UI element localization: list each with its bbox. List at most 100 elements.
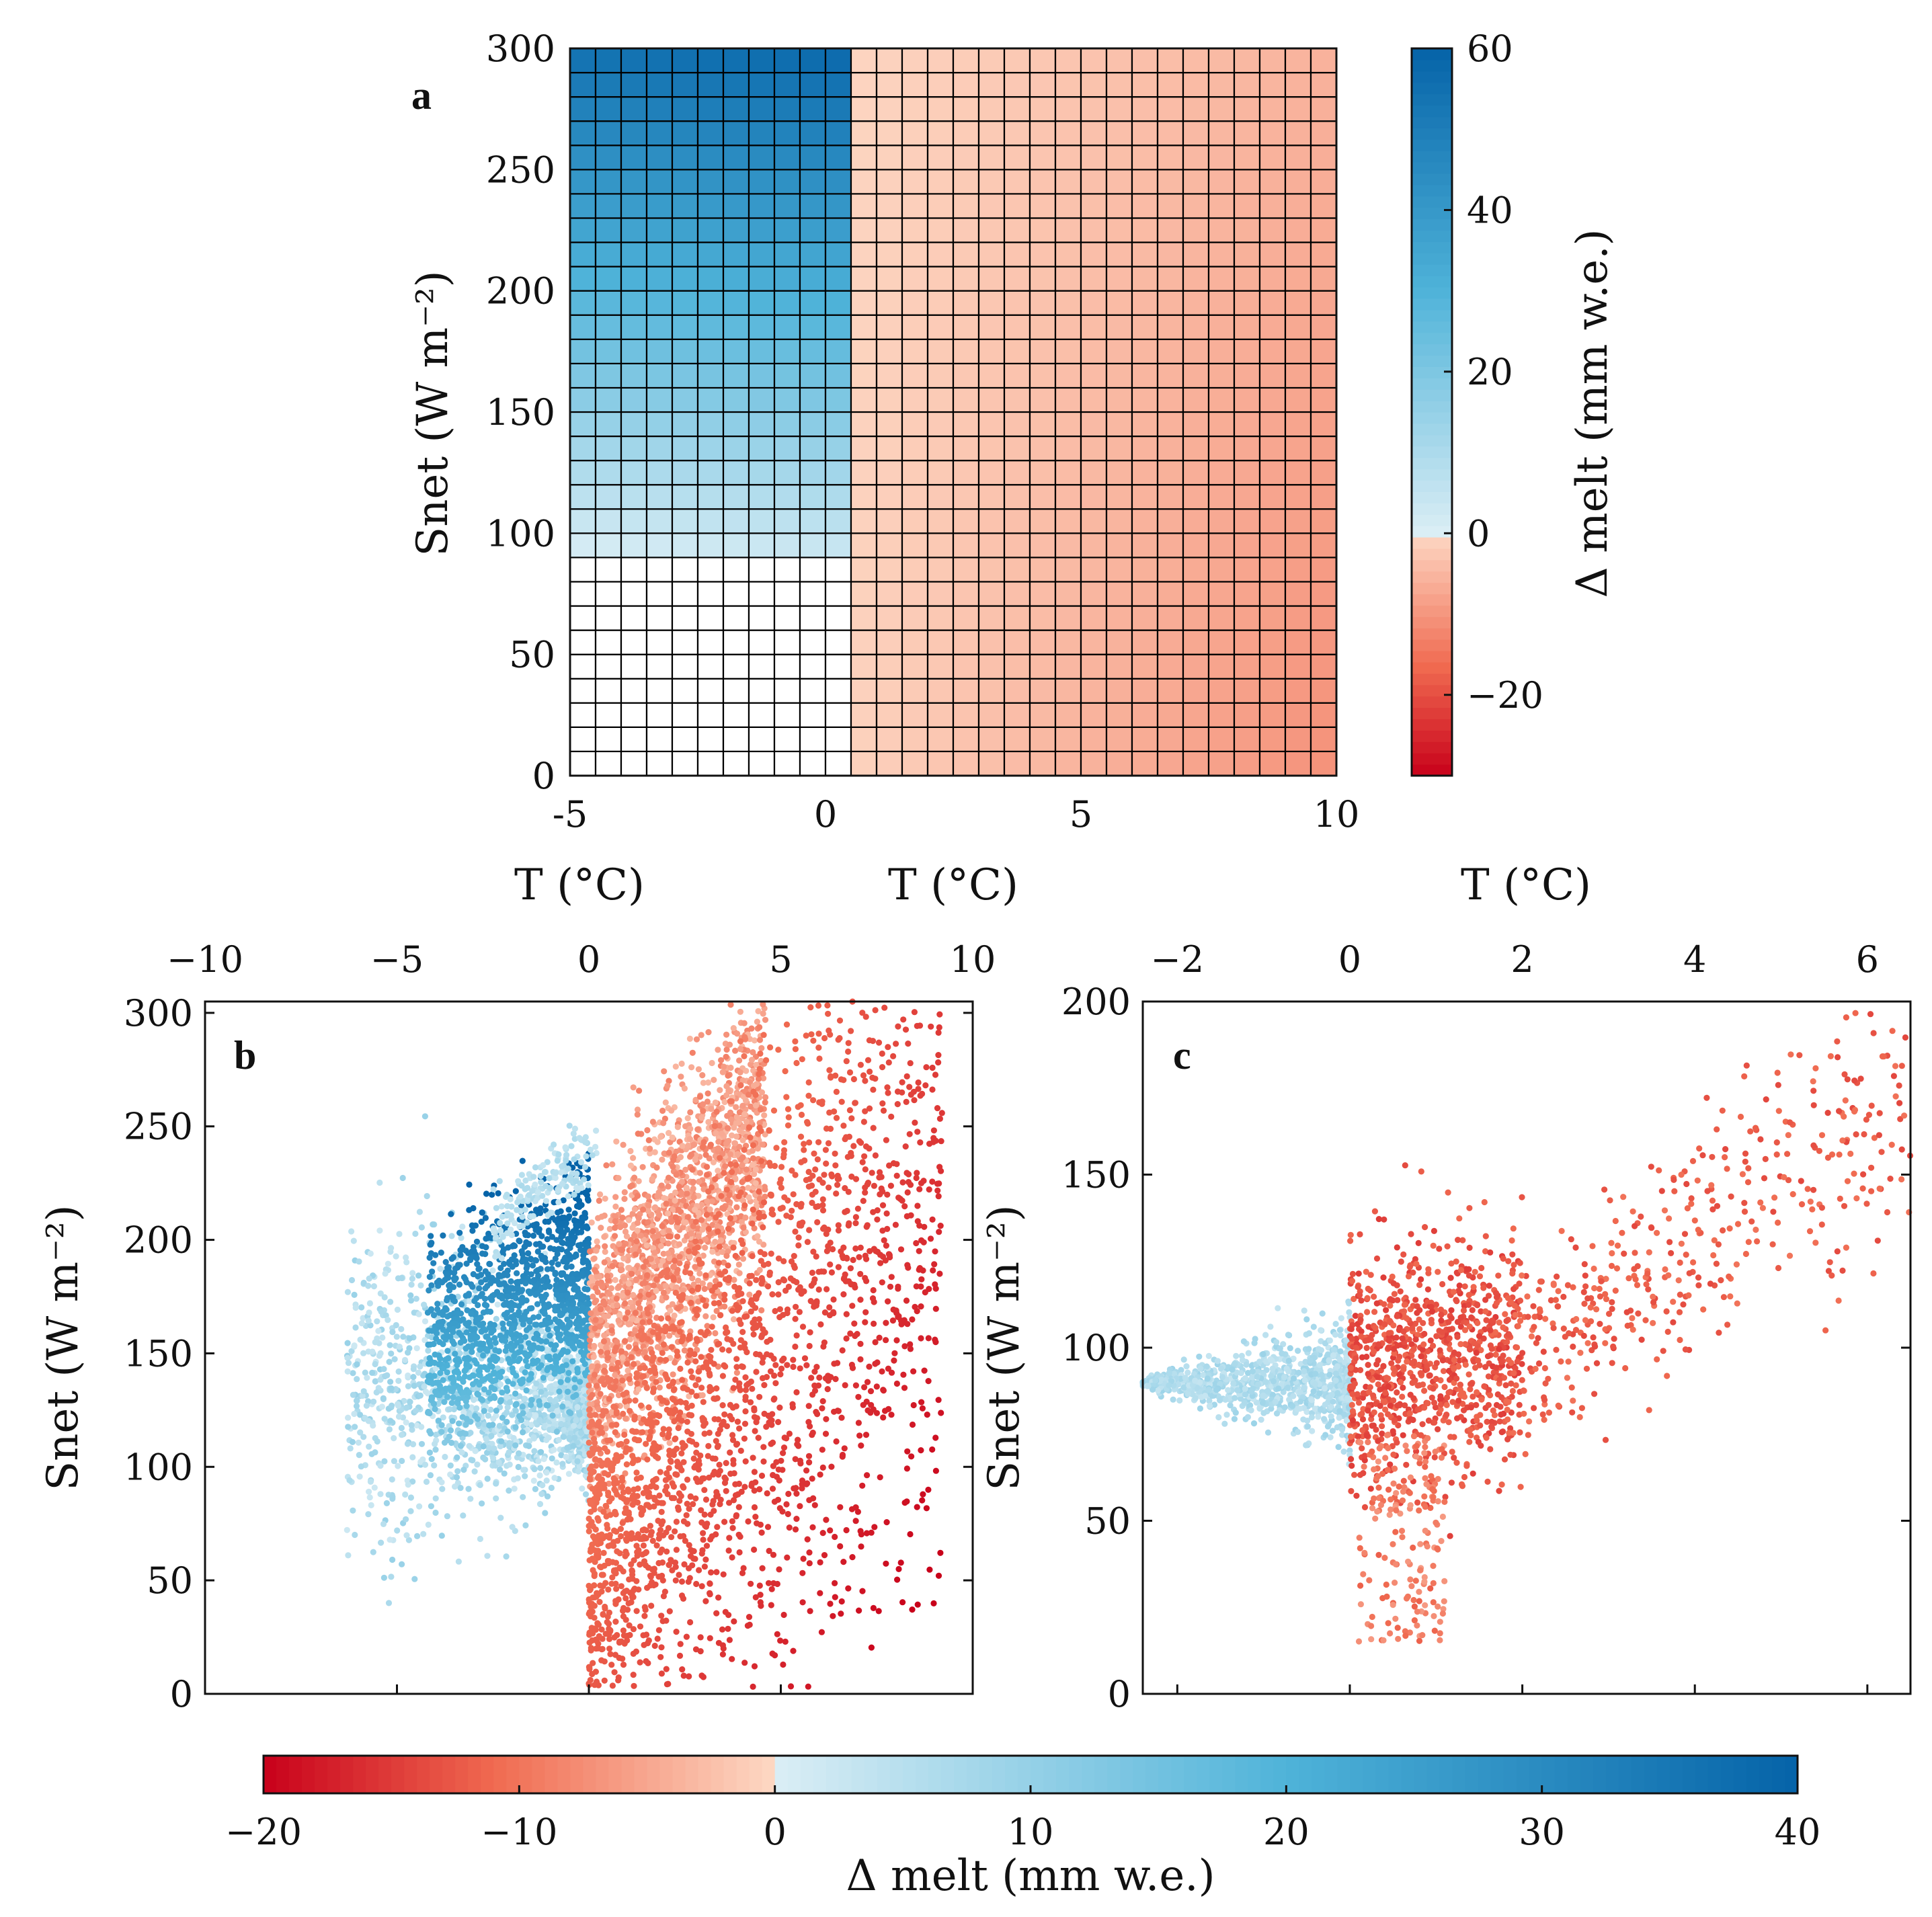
heatmap-cell (1080, 702, 1108, 728)
heatmap-cell (926, 96, 955, 122)
panel-b-point (458, 1332, 465, 1338)
panel-b-point (442, 1305, 449, 1311)
panel-b-point (591, 1342, 598, 1350)
heatmap-cell (1131, 750, 1159, 777)
heatmap-cell (799, 338, 827, 364)
heatmap-cell (1156, 338, 1184, 364)
heatmap-cell (952, 96, 980, 122)
heatmap-cell (1207, 678, 1236, 704)
heatmap-cell (773, 266, 801, 292)
heatmap-cell (952, 362, 980, 389)
colorbar-a-segment (1412, 401, 1452, 413)
panel-b-point (645, 1193, 651, 1200)
panel-b-point (549, 1405, 556, 1412)
heatmap-cell (620, 314, 648, 340)
heatmap-cell (1131, 386, 1159, 413)
panel-b-point (453, 1474, 460, 1481)
heatmap-cell (824, 290, 852, 316)
colorbar-a-label: Δ melt (mm w.e.) (1568, 229, 1617, 598)
heatmap-cell (824, 726, 852, 753)
heatmap-cell (1207, 241, 1236, 268)
heatmap-cell (1105, 314, 1133, 340)
panel-b-point (485, 1444, 492, 1451)
heatmap-cell (901, 726, 929, 753)
heatmap-cell (696, 557, 725, 583)
panel-b-point (354, 1376, 360, 1383)
heatmap-cell (722, 217, 750, 243)
heatmap-cell (696, 145, 725, 171)
heatmap-cell (1131, 557, 1159, 583)
panel-b-point (477, 1481, 483, 1488)
panel-b-point (504, 1343, 510, 1350)
heatmap-cell (875, 145, 903, 171)
panel-b-point (678, 1073, 684, 1080)
panel-b-point (469, 1227, 476, 1234)
heatmap-cell (952, 217, 980, 243)
panel-b-point (438, 1479, 445, 1485)
panel-b-point (432, 1351, 438, 1358)
heatmap-cell (1258, 217, 1287, 243)
panel-b-point (473, 1238, 481, 1245)
heatmap-cell (850, 145, 878, 171)
heatmap-cell (671, 484, 699, 510)
colorbar-a-segment (1412, 526, 1452, 538)
panel-b-point (377, 1290, 384, 1297)
heatmap-cell (875, 435, 903, 462)
panel-b-point (552, 1217, 559, 1223)
panel-b-point (493, 1480, 499, 1487)
heatmap-cell (645, 605, 674, 631)
heatmap-cell (1207, 532, 1236, 559)
panel-b-point (352, 1304, 359, 1311)
heatmap-cell (1029, 750, 1057, 777)
panel-b-point (431, 1462, 438, 1469)
panel-b-point (512, 1188, 519, 1194)
heatmap-cell (926, 71, 955, 98)
heatmap-cell (1310, 145, 1338, 171)
heatmap-cell (1182, 266, 1210, 292)
heatmap-cell (1105, 338, 1133, 364)
colorbar-a-segment (1412, 116, 1452, 128)
heatmap-cell (696, 484, 725, 510)
panel-b-point (409, 1454, 416, 1461)
panel-b-point (573, 1293, 580, 1300)
panel-b-point (421, 1301, 428, 1308)
heatmap-cell (824, 435, 852, 462)
panel-b-point (354, 1361, 360, 1368)
panel-b-point (512, 1401, 519, 1408)
heatmap-cell (850, 411, 878, 438)
panel-b-point (497, 1466, 504, 1473)
heatmap-cell (901, 508, 929, 534)
heatmap-cell (696, 581, 725, 607)
panel-b-point (403, 1259, 410, 1266)
heatmap-cell (799, 435, 827, 462)
heatmap-cell (977, 702, 1006, 728)
heatmap-cell (722, 169, 750, 195)
panel-b-point (544, 1493, 551, 1500)
heatmap-cell (773, 338, 801, 364)
heatmap-cell (569, 605, 597, 631)
heatmap-cell (824, 362, 852, 389)
heatmap-cell (569, 557, 597, 583)
heatmap-cell (594, 581, 622, 607)
panel-b-point (528, 1397, 535, 1403)
heatmap-cell (1284, 362, 1312, 389)
panel-b-point (580, 1330, 587, 1336)
heatmap-cell (926, 386, 955, 413)
panel-b-point (677, 1153, 684, 1161)
heatmap-cell (1284, 581, 1312, 607)
colorbar-a-segment (1412, 741, 1452, 753)
colorbar-a-segment (1412, 276, 1452, 288)
heatmap-cell (1284, 290, 1312, 316)
panel-b-point (370, 1422, 376, 1429)
panel-b-point (733, 1133, 740, 1140)
heatmap-cell (1182, 120, 1210, 147)
panel-b-point (696, 1170, 703, 1176)
panel-b-point (522, 1280, 529, 1287)
panel-b-point (491, 1369, 497, 1376)
heatmap-cell (1080, 120, 1108, 147)
panel-b-point (667, 1307, 674, 1314)
panel-b-point (417, 1459, 424, 1465)
panel-b-point (511, 1353, 518, 1360)
panel-b-point (580, 1387, 588, 1393)
heatmap-cell (620, 193, 648, 219)
